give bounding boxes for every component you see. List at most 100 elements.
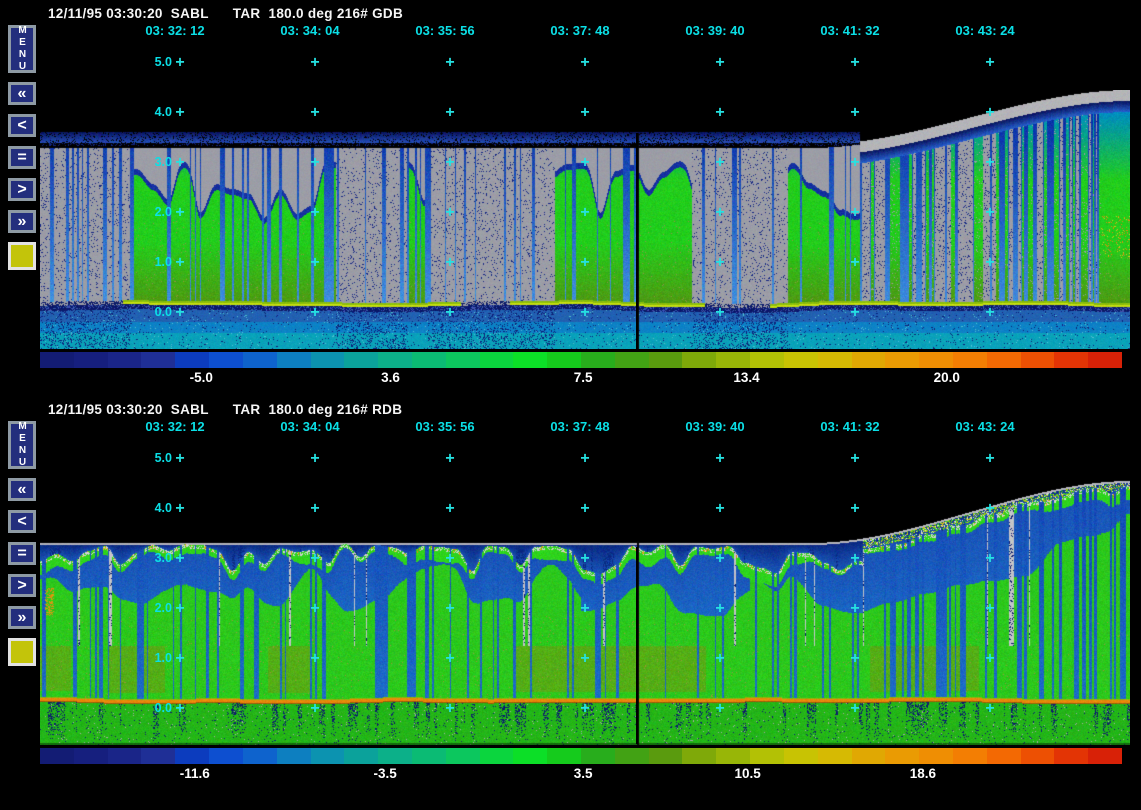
colorbar-segment bbox=[716, 352, 751, 368]
grid-plus-mark: + bbox=[310, 52, 320, 71]
colorbar-tick-label: 20.0 bbox=[933, 370, 960, 385]
colorbar-segment bbox=[919, 748, 953, 764]
grid-plus-mark: + bbox=[310, 302, 320, 321]
marker-swatch-button[interactable] bbox=[8, 638, 36, 666]
fast-forward-button[interactable]: » bbox=[8, 210, 36, 233]
grid-plus-mark: + bbox=[580, 102, 590, 121]
grid-plus-mark: + bbox=[175, 498, 185, 517]
colorbar-segment bbox=[73, 352, 108, 368]
colorbar-segment bbox=[1054, 748, 1089, 764]
time-label: 03: 43: 24 bbox=[955, 23, 1015, 38]
grid-plus-mark: + bbox=[580, 52, 590, 71]
colorbar-segment bbox=[411, 748, 446, 764]
grid-plus-mark: + bbox=[310, 498, 320, 517]
grid-plus-mark: + bbox=[715, 202, 725, 221]
backscatter-image[interactable] bbox=[40, 480, 1130, 745]
grid-plus-mark: + bbox=[580, 202, 590, 221]
time-cursor[interactable] bbox=[636, 133, 638, 349]
altitude-label: 3.0 bbox=[154, 154, 172, 169]
grid-plus-mark: + bbox=[580, 548, 590, 567]
grid-plus-mark: + bbox=[985, 302, 995, 321]
fast-rewind-button[interactable]: « bbox=[8, 478, 36, 501]
altitude-label: 2.0 bbox=[154, 204, 172, 219]
panel-rdb: 12/11/95 03:30:20 SABL TAR 180.0 deg 216… bbox=[0, 398, 1141, 808]
grid-plus-mark: + bbox=[850, 102, 860, 121]
fast-forward-button[interactable]: » bbox=[8, 606, 36, 629]
colorbar-segment bbox=[952, 748, 987, 764]
colorbar-segment bbox=[175, 352, 210, 368]
step-back-button[interactable]: < bbox=[8, 114, 36, 137]
colorbar-segment bbox=[445, 748, 480, 764]
colorbar-segment bbox=[1088, 352, 1122, 368]
grid-plus-mark: + bbox=[175, 598, 185, 617]
grid-plus-mark: + bbox=[445, 252, 455, 271]
grid-plus-mark: + bbox=[715, 52, 725, 71]
time-label: 03: 37: 48 bbox=[550, 23, 610, 38]
grid-plus-mark: + bbox=[715, 498, 725, 517]
pause-button[interactable]: = bbox=[8, 146, 36, 169]
step-forward-button[interactable]: > bbox=[8, 574, 36, 597]
step-forward-button[interactable]: > bbox=[8, 178, 36, 201]
colorbar-segment bbox=[547, 352, 581, 368]
colorbar-tick-label: 3.5 bbox=[573, 766, 593, 781]
colorbar-segment bbox=[175, 748, 210, 764]
grid-plus-mark: + bbox=[175, 698, 185, 717]
colorbar-segment bbox=[378, 748, 412, 764]
colorbar-segment bbox=[445, 352, 480, 368]
colorbar-labels: -11.6 -3.5 3.5 10.5 18.6 bbox=[40, 765, 1122, 783]
grid-plus-mark: + bbox=[175, 102, 185, 121]
colorbar-segment bbox=[783, 352, 818, 368]
grid-plus-mark: + bbox=[850, 302, 860, 321]
colorbar-segment bbox=[783, 748, 818, 764]
colorbar-segment bbox=[479, 748, 514, 764]
colorbar-segment bbox=[276, 748, 311, 764]
colorbar-segment bbox=[1088, 748, 1122, 764]
grid-plus-mark: + bbox=[850, 252, 860, 271]
grid-plus-mark: + bbox=[445, 152, 455, 171]
time-label: 03: 43: 24 bbox=[955, 419, 1015, 434]
colorbar-segment bbox=[378, 352, 412, 368]
colorbar-tick-label: 3.6 bbox=[381, 370, 400, 385]
panel-title: 12/11/95 03:30:20 SABL TAR 180.0 deg 216… bbox=[48, 402, 403, 417]
colorbar-segment bbox=[682, 352, 717, 368]
grid-plus-mark: + bbox=[715, 448, 725, 467]
time-cursor[interactable] bbox=[636, 547, 638, 744]
colorbar-segment bbox=[73, 748, 108, 764]
colorbar-segment bbox=[513, 748, 548, 764]
grid-plus-mark: + bbox=[310, 648, 320, 667]
grid-plus-mark: + bbox=[715, 548, 725, 567]
grid-plus-mark: + bbox=[175, 252, 185, 271]
altitude-label: 2.0 bbox=[154, 600, 172, 615]
grid-plus-mark: + bbox=[580, 448, 590, 467]
grid-plus-mark: + bbox=[850, 152, 860, 171]
colorbar-tick-label: 18.6 bbox=[909, 766, 937, 781]
menu-button[interactable]: MENU bbox=[8, 421, 36, 469]
grid-plus-mark: + bbox=[850, 698, 860, 717]
pause-button[interactable]: = bbox=[8, 542, 36, 565]
menu-button[interactable]: MENU bbox=[8, 25, 36, 73]
grid-plus-mark: + bbox=[850, 498, 860, 517]
grid-plus-mark: + bbox=[850, 598, 860, 617]
colorbar-segment bbox=[919, 352, 953, 368]
grid-plus-mark: + bbox=[985, 202, 995, 221]
backscatter-image[interactable] bbox=[40, 90, 1130, 349]
grid-plus-mark: + bbox=[310, 448, 320, 467]
grid-plus-mark: + bbox=[985, 648, 995, 667]
grid-plus-mark: + bbox=[715, 648, 725, 667]
panel-gdb: 12/11/95 03:30:20 SABL TAR 180.0 deg 216… bbox=[0, 2, 1141, 412]
grid-plus-mark: + bbox=[985, 252, 995, 271]
colorbar-tick-label: 10.5 bbox=[734, 766, 761, 781]
colorbar-segment bbox=[141, 748, 176, 764]
grid-plus-mark: + bbox=[445, 598, 455, 617]
time-label: 03: 32: 12 bbox=[145, 23, 205, 38]
colorbar-segment bbox=[952, 352, 987, 368]
step-back-button[interactable]: < bbox=[8, 510, 36, 533]
colorbar-segment bbox=[682, 748, 717, 764]
colorbar-segment bbox=[40, 748, 74, 764]
grid-plus-mark: + bbox=[715, 698, 725, 717]
colorbar-segment bbox=[547, 748, 581, 764]
marker-swatch-button[interactable] bbox=[8, 242, 36, 270]
fast-rewind-button[interactable]: « bbox=[8, 82, 36, 105]
grid-plus-mark: + bbox=[175, 152, 185, 171]
grid-plus-mark: + bbox=[580, 252, 590, 271]
